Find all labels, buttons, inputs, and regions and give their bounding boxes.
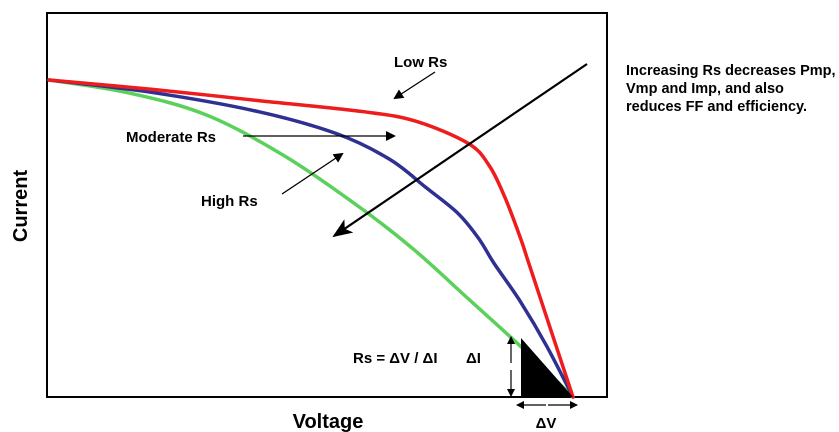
delta-i-label: ΔI: [466, 350, 481, 367]
x-axis-label: Voltage: [293, 411, 364, 432]
series-line-low-rs: [47, 78, 575, 399]
increasing-rs-trend-arrow: [332, 63, 588, 238]
high-rs-label: High Rs: [201, 193, 258, 210]
plot-frame: [46, 12, 608, 398]
side-note: Increasing Rs decreases Pmp, Vmp and Imp…: [626, 63, 836, 115]
low-rs-label: Low Rs: [394, 54, 447, 71]
series-line-moderate-rs: [47, 78, 575, 399]
high-rs-callout-arrow: [281, 152, 344, 195]
moderate-rs-label: Moderate Rs: [126, 129, 216, 146]
low-rs-callout-arrow: [393, 71, 436, 100]
y-axis-label: Current: [10, 170, 32, 243]
rs-formula-label: Rs = ΔV / ΔI: [353, 350, 438, 367]
slope-triangle: [521, 338, 573, 397]
delta-v-label: ΔV: [536, 415, 557, 432]
